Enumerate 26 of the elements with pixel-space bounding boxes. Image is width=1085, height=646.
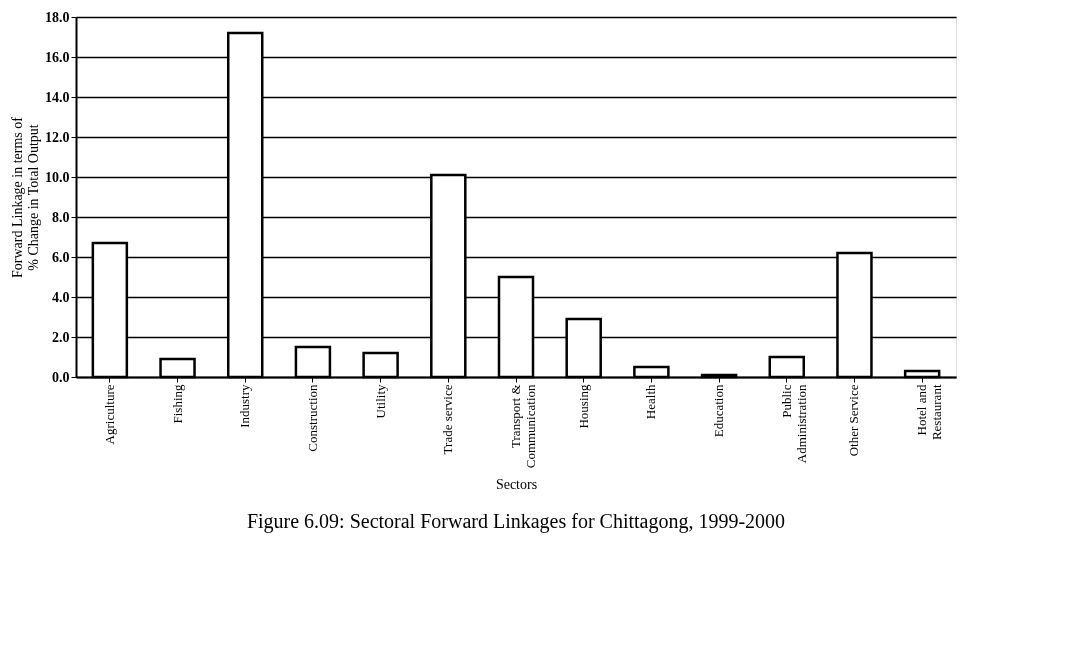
y-tick-label: 4.0 bbox=[52, 289, 70, 305]
x-tick-label: Education bbox=[711, 384, 727, 438]
x-tick-label: Transport & Communication bbox=[508, 384, 538, 469]
y-tick-label: 12.0 bbox=[45, 129, 70, 145]
y-axis-title: Forward Linkage in terms of % Change in Total Output bbox=[10, 116, 41, 278]
y-tick-label: 8.0 bbox=[52, 209, 70, 225]
x-tick-label: Other Service bbox=[846, 384, 862, 457]
x-tick-label: Construction bbox=[304, 384, 320, 452]
y-tick-label: 18.0 bbox=[45, 9, 70, 25]
y-tick-label: 10.0 bbox=[45, 169, 70, 185]
x-tick-label: Health bbox=[643, 384, 659, 420]
x-tick-label: Agriculture bbox=[101, 384, 117, 445]
x-tick-label: Fishing bbox=[169, 384, 185, 424]
x-tick-label: Public Administration bbox=[778, 384, 809, 464]
x-axis-title: Sectors bbox=[495, 477, 538, 493]
x-tick-label: Trade service bbox=[440, 384, 456, 455]
y-tick-label: 16.0 bbox=[45, 49, 70, 65]
y-tick-label: 14.0 bbox=[45, 89, 70, 105]
text: Figure 6.09: Sectoral Forward Linkages for Chittagong, 1999-2000 bbox=[246, 509, 786, 533]
x-tick-label: Housing bbox=[575, 384, 591, 429]
y-tick-label: 2.0 bbox=[52, 329, 70, 345]
x-tick-label: Industry bbox=[237, 384, 253, 428]
y-tick-label: 6.0 bbox=[52, 249, 70, 265]
y-tick-label: 0.0 bbox=[52, 369, 70, 385]
x-tick-label: Hotel and Restaurant bbox=[914, 384, 945, 441]
x-tick-label: Utility bbox=[372, 384, 388, 419]
